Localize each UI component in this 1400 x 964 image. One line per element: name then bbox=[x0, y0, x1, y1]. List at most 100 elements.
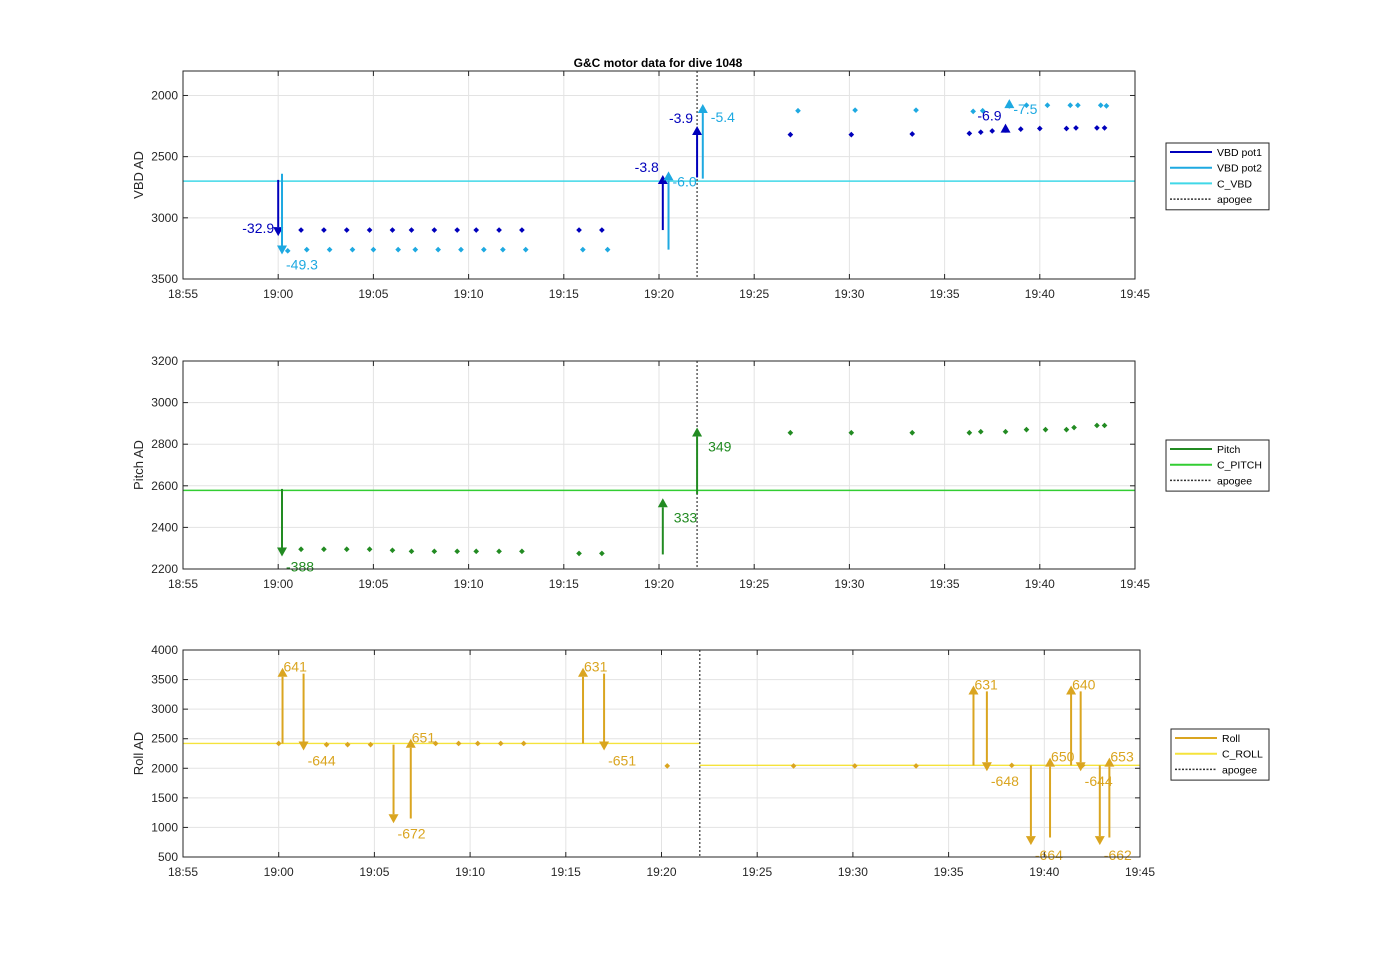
data-point bbox=[323, 741, 330, 748]
data-point bbox=[343, 227, 350, 233]
data-point bbox=[787, 429, 794, 436]
data-point bbox=[408, 227, 415, 233]
data-point bbox=[852, 107, 858, 113]
data-point bbox=[1002, 428, 1009, 435]
y-tick-label: 2500 bbox=[151, 732, 178, 746]
y-tick-label: 2400 bbox=[151, 520, 178, 534]
data-point bbox=[1008, 762, 1015, 769]
data-point bbox=[343, 546, 350, 553]
arrow-head bbox=[1104, 757, 1115, 767]
data-point bbox=[435, 246, 441, 253]
data-point bbox=[580, 246, 586, 253]
data-point bbox=[1023, 102, 1030, 109]
legend-label: C_VBD bbox=[1217, 178, 1252, 190]
data-point bbox=[275, 740, 282, 747]
x-tick-label: 19:25 bbox=[739, 287, 769, 301]
data-point bbox=[303, 246, 310, 253]
arrow-head bbox=[273, 227, 284, 237]
arrow-label: -3.9 bbox=[669, 110, 693, 126]
y-tick-label: 2200 bbox=[151, 562, 178, 576]
x-tick-label: 19:30 bbox=[838, 865, 868, 879]
data-point bbox=[519, 227, 525, 233]
arrow-head bbox=[981, 762, 992, 772]
x-tick-label: 19:20 bbox=[644, 287, 674, 301]
data-point bbox=[599, 227, 605, 233]
y-tick-label: 3000 bbox=[151, 211, 178, 225]
data-point bbox=[497, 740, 504, 747]
data-point bbox=[431, 227, 438, 233]
legend-label: apogee bbox=[1217, 475, 1252, 487]
arrow-head bbox=[298, 741, 309, 751]
subplot-1: -32.9 -49.3 -3.8 -6.0 -3.9 -5.4 -6.9 -7.5 18:55 1… bbox=[131, 70, 1270, 301]
arrow-head bbox=[657, 498, 668, 508]
arrow-label: -32.9 bbox=[242, 220, 274, 236]
data-point bbox=[787, 131, 794, 138]
data-point bbox=[1017, 126, 1024, 132]
arrow-head bbox=[663, 171, 674, 181]
legend-label: apogee bbox=[1217, 194, 1252, 206]
x-tick-label: 19:20 bbox=[644, 577, 674, 591]
data-point bbox=[1075, 102, 1081, 109]
data-point bbox=[977, 428, 984, 435]
data-point bbox=[432, 740, 439, 747]
data-point bbox=[522, 246, 529, 253]
legend-label: Pitch bbox=[1217, 444, 1241, 456]
data-point bbox=[481, 246, 487, 253]
arrow-label: 653 bbox=[1110, 749, 1134, 765]
x-tick-label: 19:30 bbox=[834, 577, 864, 591]
data-point bbox=[790, 763, 797, 769]
x-tick-label: 19:10 bbox=[454, 577, 484, 591]
legend-label: VBD pot2 bbox=[1217, 163, 1262, 175]
x-tick-label: 18:55 bbox=[168, 577, 198, 591]
arrow-label: -6.0 bbox=[673, 173, 697, 189]
data-point bbox=[321, 546, 327, 553]
data-point bbox=[576, 227, 582, 233]
arrow-head bbox=[405, 738, 416, 748]
x-tick-label: 19:05 bbox=[359, 865, 389, 879]
subplot-2: -388 333 349 18:55 19:00 19:05 19:10 19:15 19:20… bbox=[131, 354, 1270, 591]
y-tick-label: 2500 bbox=[151, 150, 178, 164]
subplots: -32.9 -49.3 -3.8 -6.0 -3.9 -5.4 -6.9 -7.5 18:55 1… bbox=[131, 70, 1270, 879]
x-tick-label: 19:35 bbox=[930, 577, 960, 591]
data-point bbox=[454, 227, 461, 233]
data-point bbox=[1097, 102, 1104, 109]
data-point bbox=[1063, 426, 1070, 433]
data-point bbox=[431, 548, 438, 555]
data-point bbox=[496, 227, 502, 233]
y-tick-label: 3200 bbox=[151, 354, 178, 368]
arrow-label: 631 bbox=[974, 676, 998, 692]
data-point bbox=[349, 246, 356, 253]
arrow-label: 650 bbox=[1051, 749, 1075, 765]
y-tick-label: 2600 bbox=[151, 479, 178, 493]
data-point bbox=[848, 429, 855, 436]
data-point bbox=[455, 740, 462, 747]
x-tick-label: 19:05 bbox=[358, 287, 388, 301]
arrow-label: -388 bbox=[286, 559, 314, 575]
x-tick-label: 19:25 bbox=[739, 577, 769, 591]
arrow-head bbox=[277, 667, 288, 677]
arrow-head bbox=[1094, 836, 1105, 846]
arrow-label: -672 bbox=[398, 825, 426, 841]
data-point bbox=[298, 227, 304, 233]
subplot-3: 641 -644 -672 651 631 -651 631 -648 -664 650 640 -6… bbox=[131, 643, 1270, 879]
x-tick-label: 19:35 bbox=[934, 865, 964, 879]
data-point bbox=[389, 227, 396, 233]
arrow-head bbox=[277, 547, 288, 557]
data-point bbox=[909, 131, 916, 137]
arrow-head bbox=[277, 245, 288, 255]
legend-box bbox=[1165, 142, 1270, 211]
data-point bbox=[366, 227, 373, 233]
arrow-label: -651 bbox=[608, 753, 636, 769]
x-tick-label: 19:30 bbox=[834, 287, 864, 301]
data-point bbox=[1042, 426, 1049, 433]
arrow-head bbox=[1045, 757, 1056, 767]
x-tick-label: 19:40 bbox=[1025, 287, 1055, 301]
legend-label: C_PITCH bbox=[1217, 460, 1262, 472]
arrow-label: 333 bbox=[674, 509, 698, 525]
x-tick-label: 19:45 bbox=[1120, 577, 1150, 591]
data-point bbox=[970, 108, 976, 115]
data-point bbox=[454, 548, 461, 555]
arrow-label: 641 bbox=[284, 659, 308, 675]
data-point bbox=[412, 246, 419, 253]
